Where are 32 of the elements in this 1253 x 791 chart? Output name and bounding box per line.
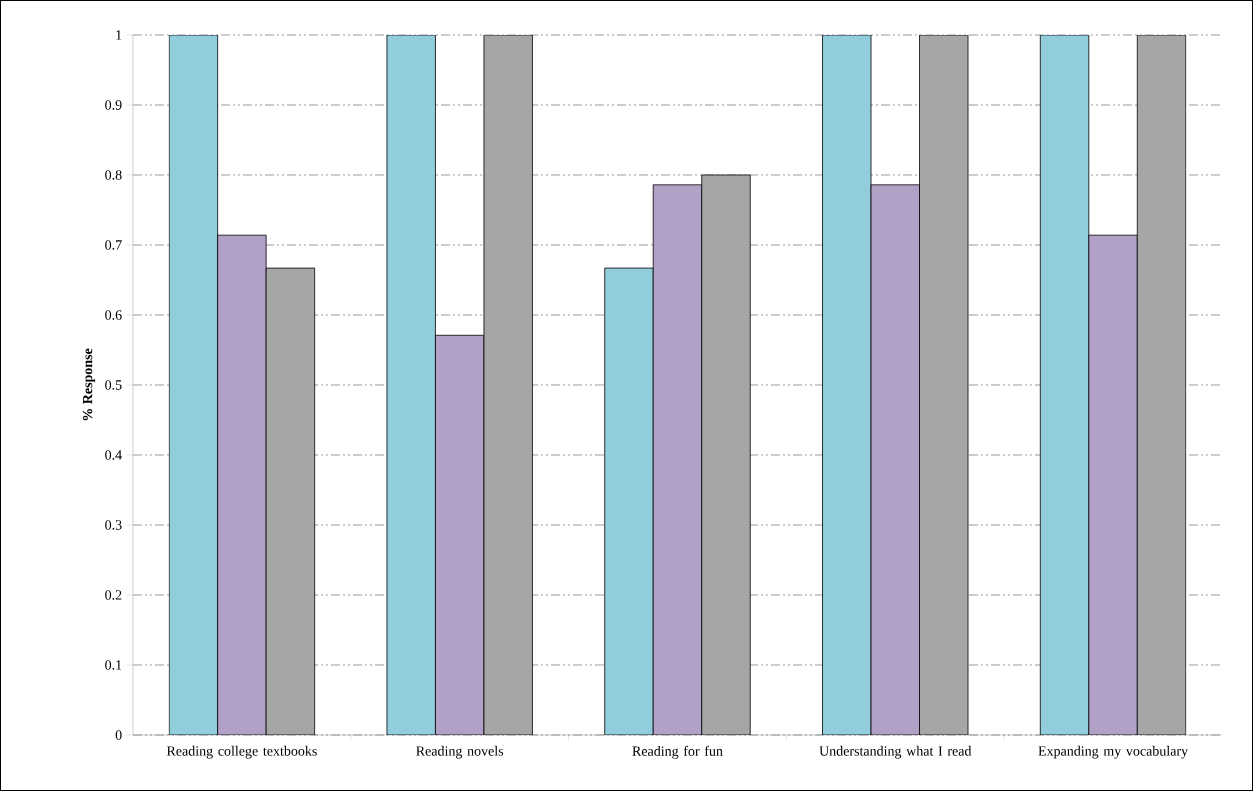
x-tick-label: Reading novels — [416, 745, 504, 759]
bar — [1039, 34, 1090, 735]
bar — [652, 184, 703, 735]
y-tick-label: 1 — [116, 30, 122, 40]
y-tick-label: 0.4 — [105, 450, 122, 460]
y-tick-label: 0.2 — [105, 590, 122, 600]
x-tick-label: Reading for fun — [632, 745, 723, 759]
bar — [483, 34, 533, 735]
bar — [168, 34, 219, 735]
bar — [1136, 34, 1187, 735]
x-tick-label: Understanding what I read — [819, 745, 972, 759]
bar — [265, 267, 316, 735]
y-tick-label: 0.7 — [105, 240, 122, 250]
y-tick-label: 0.1 — [105, 660, 122, 670]
bar — [217, 234, 267, 735]
bar — [919, 34, 969, 735]
y-axis-title: % Response — [82, 348, 96, 421]
bar — [604, 267, 654, 735]
bar — [435, 334, 485, 735]
bar — [822, 34, 872, 735]
y-tick-label: 0.9 — [105, 100, 122, 110]
y-tick-label: 0.3 — [105, 520, 122, 530]
x-tick-label: Reading college textbooks — [166, 745, 317, 759]
y-tick-label: 0 — [115, 730, 122, 740]
bar — [386, 34, 436, 735]
x-tick-label: Expanding my vocabulary — [1038, 745, 1189, 759]
bar — [701, 174, 751, 735]
y-tick-label: 0.6 — [105, 310, 122, 320]
bar — [870, 184, 920, 735]
bar — [1088, 234, 1138, 735]
y-tick-label: 0.5 — [105, 380, 122, 390]
y-tick-label: 0.8 — [105, 170, 122, 180]
